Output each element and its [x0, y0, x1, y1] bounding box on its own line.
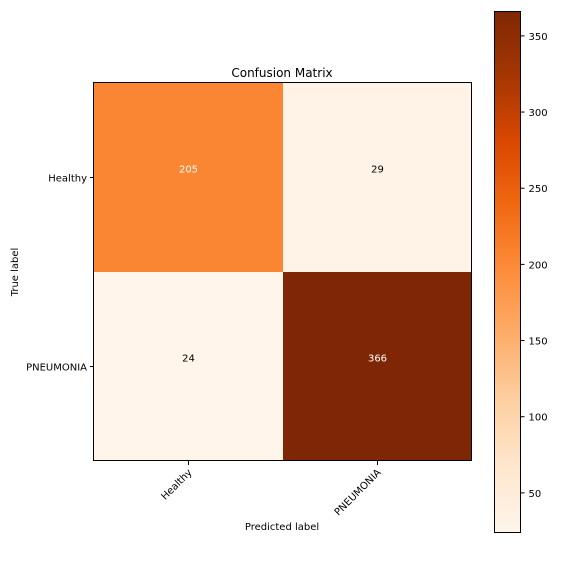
- matrix-cell-1-0: [94, 272, 283, 461]
- colorbar-tick-label: 100: [529, 413, 548, 424]
- y-tick-label: PNEUMONIA: [26, 363, 87, 374]
- x-tick-label: Healthy: [159, 467, 194, 502]
- colorbar-tick-label: 350: [529, 32, 548, 43]
- x-axis-label: Predicted label: [245, 522, 319, 533]
- colorbar-tick-label: 150: [529, 337, 548, 348]
- matrix-cell-labels: 205 29 24 366: [179, 165, 387, 365]
- matrix-cell-0-1: [283, 83, 472, 272]
- colorbar-ticks: 50 100 150 200 250 300 350: [520, 32, 548, 500]
- cell-value-label: 205: [179, 165, 198, 176]
- colorbar-tick-label: 300: [529, 108, 548, 119]
- y-tick-label: Healthy: [48, 174, 87, 185]
- colorbar-tick-label: 50: [529, 489, 542, 500]
- matrix-cell-1-1: [283, 272, 472, 461]
- matrix-cell-0-0: [94, 83, 283, 272]
- plot-frame: [93, 82, 472, 461]
- cell-value-label: 29: [371, 165, 384, 176]
- matrix-cells: [94, 83, 472, 461]
- y-axis-ticks: Healthy PNEUMONIA: [26, 174, 94, 374]
- x-tick-label: PNEUMONIA: [333, 467, 384, 518]
- y-axis-label: True label: [10, 248, 21, 298]
- colorbar-tick-label: 200: [529, 260, 548, 271]
- chart-title: Confusion Matrix: [231, 66, 332, 80]
- colorbar: [494, 11, 521, 533]
- colorbar-tick-label: 250: [529, 184, 548, 195]
- x-axis-ticks: Healthy PNEUMONIA: [159, 461, 384, 518]
- cell-value-label: 24: [182, 354, 195, 365]
- cell-value-label: 366: [368, 354, 387, 365]
